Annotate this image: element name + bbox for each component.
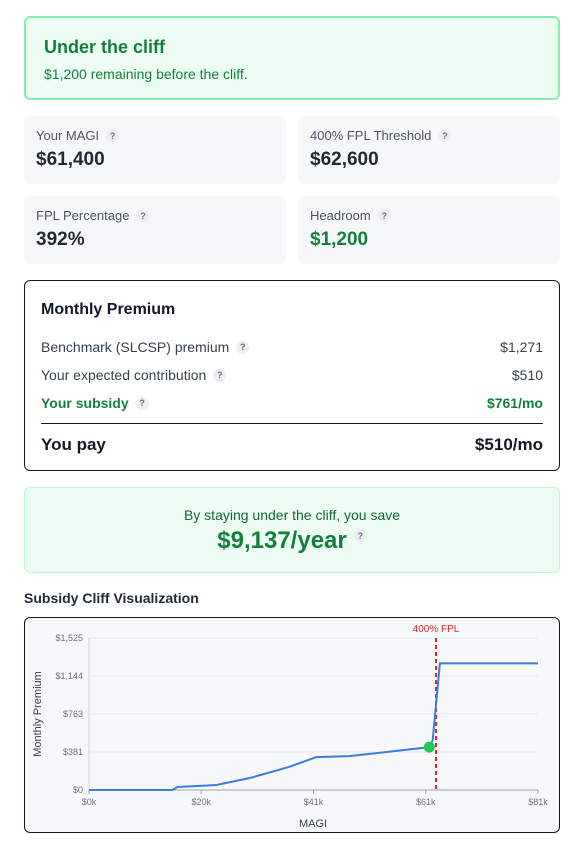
benchmark-label: Benchmark (SLCSP) premium [41,339,230,355]
premium-divider [41,423,543,424]
subsidy-row: Your subsidy ? $761/mo [41,389,543,417]
status-subtitle: $1,200 remaining before the cliff. [44,66,248,82]
fpl-percentage-value: 392% [36,229,85,250]
status-title: Under the cliff [44,37,166,57]
benchmark-value: $1,271 [500,339,543,355]
threshold-label: 400% FPL Threshold [310,128,432,143]
help-icon[interactable]: ? [135,396,149,410]
y-tick-label: $381 [63,747,83,757]
y-tick-label: $1,525 [55,633,83,643]
threshold-value: $62,600 [310,149,379,170]
current-magi-marker [423,741,435,753]
benchmark-row: Benchmark (SLCSP) premium ? $1,271 [41,333,543,361]
y-tick-label: $0 [73,785,83,795]
headroom-stat-card: Headroom ? $1,200 [298,196,560,264]
help-icon[interactable]: ? [377,209,391,222]
y-tick-label: $1,144 [55,671,83,681]
y-tick-label: $763 [63,709,83,719]
premium-title: Monthly Premium [41,301,176,318]
visualization-title: Subsidy Cliff Visualization [24,590,199,606]
contribution-label: Your expected contribution [41,367,207,383]
subsidy-cliff-chart: $0 $381 $763 $1,144 $1,525 $0k $20k $41k $61k $8… [24,617,560,833]
help-icon[interactable]: ? [438,129,452,142]
contribution-row: Your expected contribution ? $510 [41,361,543,389]
you-pay-value: $510/mo [474,435,543,454]
monthly-premium-card: Monthly Premium Benchmark (SLCSP) premiu… [24,280,560,471]
premium-series-line [89,662,538,791]
x-tick-label: $61k [416,797,436,807]
headroom-value: $1,200 [310,229,369,250]
y-axis-label: Monthly Premium [32,671,44,757]
savings-text: By staying under the cliff, you save [183,507,401,523]
x-tick-label: $81k [528,797,548,807]
y-tick-group: $0 $381 $763 $1,144 $1,525 [55,633,538,795]
x-tick-group: $0k $20k $41k $61k $81k [82,790,548,807]
contribution-value: $510 [511,367,543,383]
magi-stat-card: Your MAGI ? $61,400 [24,116,286,184]
help-icon[interactable]: ? [136,209,150,222]
fpl-percentage-label: FPL Percentage [36,208,130,223]
savings-amount: $9,137/year [217,527,347,554]
help-icon[interactable]: ? [106,129,120,142]
headroom-label: Headroom [310,208,371,223]
help-icon[interactable]: ? [353,529,367,542]
subsidy-label: Your subsidy [41,395,129,411]
magi-value: $61,400 [36,149,105,170]
savings-card: By staying under the cliff, you save $9,… [24,487,560,573]
chart-svg: $0 $381 $763 $1,144 $1,525 $0k $20k $41k $61k $8… [32,624,548,830]
threshold-stat-card: 400% FPL Threshold ? $62,600 [298,116,560,184]
status-card: Under the cliff $1,200 remaining before … [24,16,560,100]
x-tick-label: $20k [191,797,211,807]
fpl-percentage-stat-card: FPL Percentage ? 392% [24,196,286,264]
magi-label: Your MAGI [36,128,100,143]
help-icon[interactable]: ? [236,340,250,354]
you-pay-row: You pay $510/mo [41,424,543,466]
fpl-threshold-label: 400% FPL [413,624,460,635]
you-pay-label: You pay [41,435,106,454]
help-icon[interactable]: ? [213,368,227,382]
x-tick-label: $41k [304,797,324,807]
subsidy-value: $761/mo [486,395,543,411]
x-tick-label: $0k [82,797,97,807]
x-axis-label: MAGI [299,818,327,830]
